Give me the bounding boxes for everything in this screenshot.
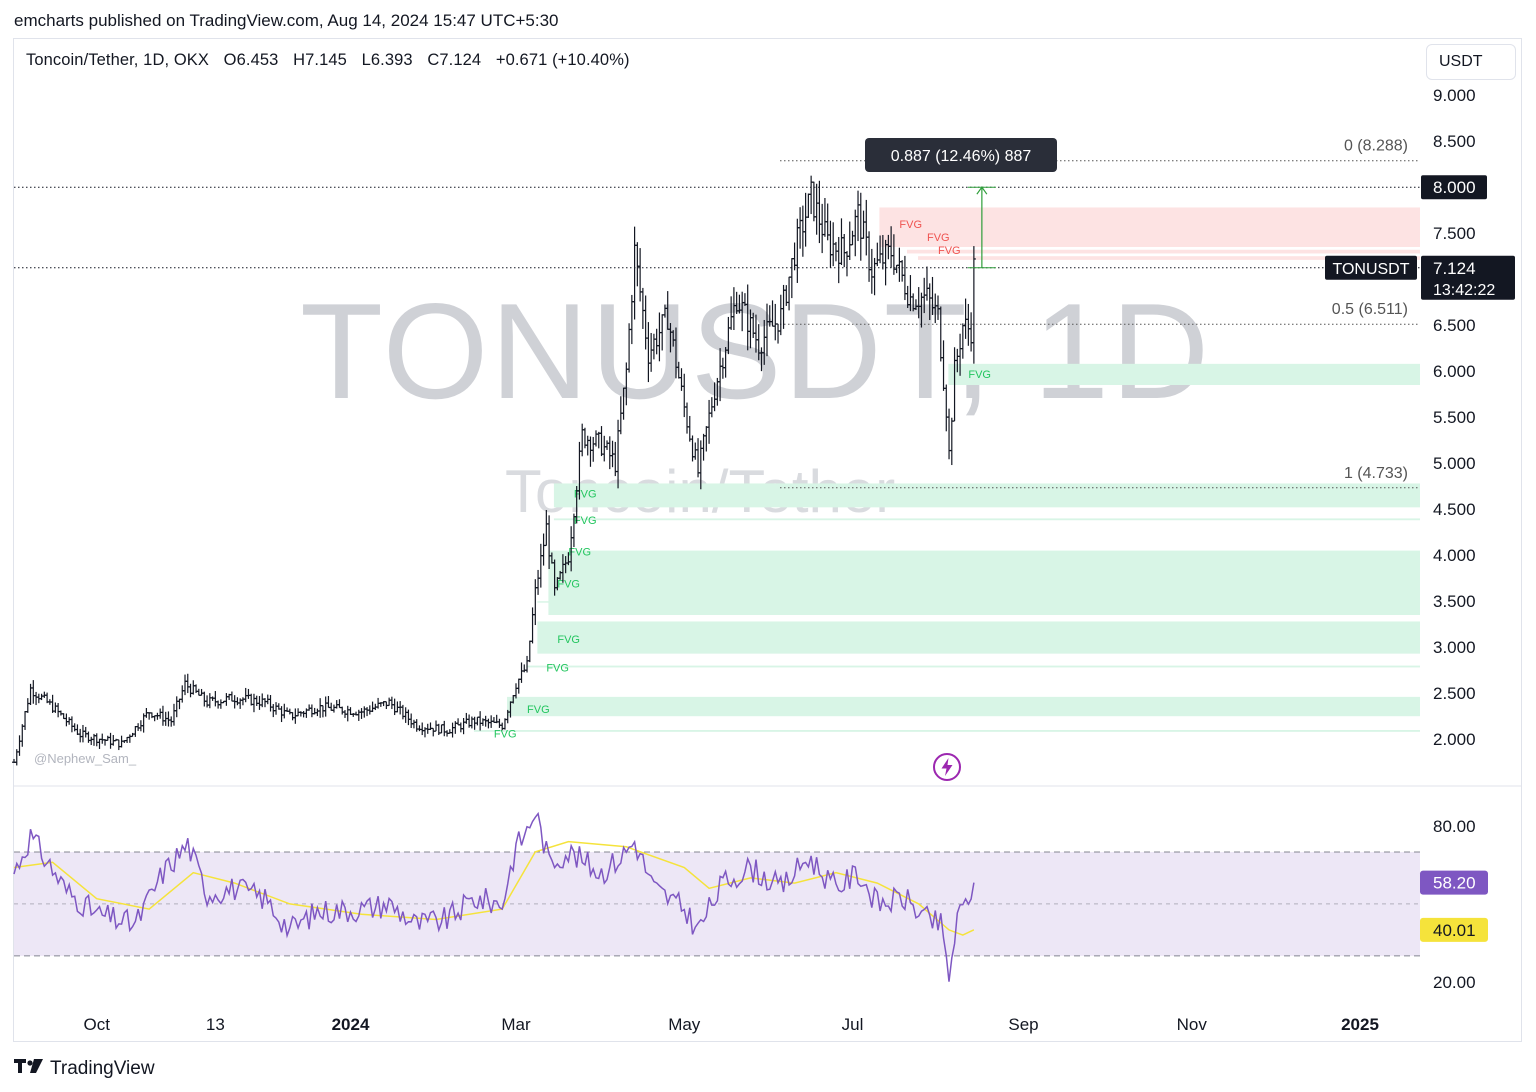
levels-layer: 0 (8.288) 0.5 (6.511) 1 (4.733) bbox=[14, 138, 1420, 489]
time-tick: 13 bbox=[206, 1015, 225, 1034]
time-axis[interactable]: Oct 13 2024 Mar May Jul Sep Nov 2025 bbox=[84, 1015, 1379, 1034]
fvg-zone bbox=[879, 207, 1420, 247]
fvg-zone bbox=[918, 256, 1420, 260]
time-tick: Jul bbox=[842, 1015, 864, 1034]
fvg-label: FVG bbox=[557, 579, 580, 591]
fvg-label: FVG bbox=[899, 219, 922, 231]
candles-layer bbox=[12, 175, 976, 766]
fvg-zone bbox=[948, 363, 1420, 385]
fvg-zone bbox=[473, 730, 1420, 732]
lightning-icon[interactable] bbox=[932, 752, 962, 782]
time-tick: Nov bbox=[1177, 1015, 1208, 1034]
price-tick: 3.000 bbox=[1433, 638, 1476, 657]
fvg-zone bbox=[553, 518, 1420, 521]
current-symbol-badge bbox=[1325, 255, 1417, 280]
legend-low: L6.393 bbox=[361, 51, 413, 69]
fvg-zone bbox=[906, 249, 1420, 254]
legend-high: H7.145 bbox=[293, 51, 347, 69]
time-tick: Sep bbox=[1008, 1015, 1038, 1034]
publisher-line: emcharts published on TradingView.com, A… bbox=[14, 11, 559, 30]
price-tick: 2.000 bbox=[1433, 730, 1476, 749]
time-tick: May bbox=[668, 1015, 701, 1034]
fib-level-label: 0.5 (6.511) bbox=[1332, 301, 1408, 318]
current-symbol-label: TONUSDT bbox=[1332, 261, 1409, 278]
currency-button[interactable]: USDT bbox=[1426, 44, 1516, 80]
legend-change: +0.671 (+10.40%) bbox=[495, 51, 630, 69]
measure-label: 0.887 (12.46%) 887 bbox=[891, 148, 1032, 165]
price-tick: 9.000 bbox=[1433, 86, 1476, 105]
fvg-label: FVG bbox=[494, 729, 517, 741]
price-tick: 8.000 bbox=[1433, 178, 1476, 197]
fvg-label: FVG bbox=[968, 369, 991, 381]
rsi-value-badge bbox=[1420, 870, 1488, 895]
price-tick: 7.500 bbox=[1433, 224, 1476, 243]
watermark-symbol: TONUSDT, 1D bbox=[300, 275, 1212, 427]
fvg-zone bbox=[548, 550, 1420, 615]
rsi-tick: 20.00 bbox=[1433, 973, 1476, 992]
price-tick: 8.500 bbox=[1433, 132, 1476, 151]
fvg-zone bbox=[553, 483, 1420, 508]
rsi-ma-label: 40.01 bbox=[1433, 921, 1476, 940]
price-tick: 6.000 bbox=[1433, 362, 1476, 381]
price-axis[interactable]: 9.000 8.500 8.000 7.500 6.500 6.000 5.500 5.000… bbox=[1325, 86, 1515, 749]
time-tick: Mar bbox=[501, 1015, 531, 1034]
tradingview-logo-icon bbox=[14, 1057, 44, 1080]
fvg-zone bbox=[526, 665, 1420, 668]
fvg-zone bbox=[537, 601, 1420, 603]
footer-brand-text: TradingView bbox=[50, 1057, 155, 1079]
fvg-label: FVG bbox=[557, 634, 580, 646]
price-tick: 4.000 bbox=[1433, 546, 1476, 565]
legend-open: O6.453 bbox=[223, 51, 279, 69]
price-tick: 4.500 bbox=[1433, 500, 1476, 519]
time-tick: 2025 bbox=[1341, 1015, 1379, 1034]
symbol-legend: Toncoin/Tether, 1D, OKX O6.453 H7.145 L6… bbox=[26, 51, 640, 70]
time-tick: Oct bbox=[84, 1015, 111, 1034]
legend-close: C7.124 bbox=[427, 51, 482, 69]
measure-arrow bbox=[976, 186, 988, 195]
rsi-tick: 80.00 bbox=[1433, 817, 1476, 836]
chart-frame bbox=[13, 38, 1522, 1042]
legend-symbol: Toncoin/Tether, 1D, OKX bbox=[26, 51, 209, 69]
price-level-badge bbox=[1421, 175, 1487, 200]
price-tick: 6.500 bbox=[1433, 316, 1476, 335]
fvg-label: FVG bbox=[927, 232, 950, 244]
rsi-value-label: 58.20 bbox=[1433, 874, 1476, 893]
rsi-ma-badge bbox=[1420, 917, 1488, 942]
fvg-label: FVG bbox=[574, 515, 597, 527]
price-tick: 5.000 bbox=[1433, 454, 1476, 473]
fvg-label: FVG bbox=[568, 547, 591, 559]
rsi-pane: 80.00 20.00 58.20 40.01 bbox=[13, 811, 1488, 992]
fvg-zone bbox=[537, 621, 1420, 654]
measure-label-bg bbox=[865, 138, 1057, 172]
fvg-label: FVG bbox=[574, 489, 597, 501]
price-tick: 3.500 bbox=[1433, 592, 1476, 611]
fib-level-label: 0 (8.288) bbox=[1344, 138, 1408, 155]
time-tick: 2024 bbox=[332, 1015, 370, 1034]
rsi-line bbox=[13, 811, 975, 982]
price-tick: 2.500 bbox=[1433, 684, 1476, 703]
rsi-ma-line bbox=[13, 840, 975, 936]
fib-level-label: 1 (4.733) bbox=[1344, 465, 1408, 482]
fvg-zone bbox=[507, 696, 1420, 717]
fvg-label: FVG bbox=[546, 662, 569, 674]
countdown-label: 13:42:22 bbox=[1433, 282, 1495, 299]
fvg-label: FVG bbox=[527, 704, 550, 716]
footer-brand[interactable]: TradingView bbox=[14, 1057, 155, 1080]
author-tag: @Nephew_Sam_ bbox=[34, 751, 137, 766]
price-tick: 5.500 bbox=[1433, 408, 1476, 427]
fvg-label: FVG bbox=[938, 245, 961, 257]
measure-layer: 0.887 (12.46%) 887 bbox=[865, 138, 1057, 269]
current-price-label: 7.124 bbox=[1433, 259, 1476, 278]
current-price-badge bbox=[1421, 255, 1515, 300]
